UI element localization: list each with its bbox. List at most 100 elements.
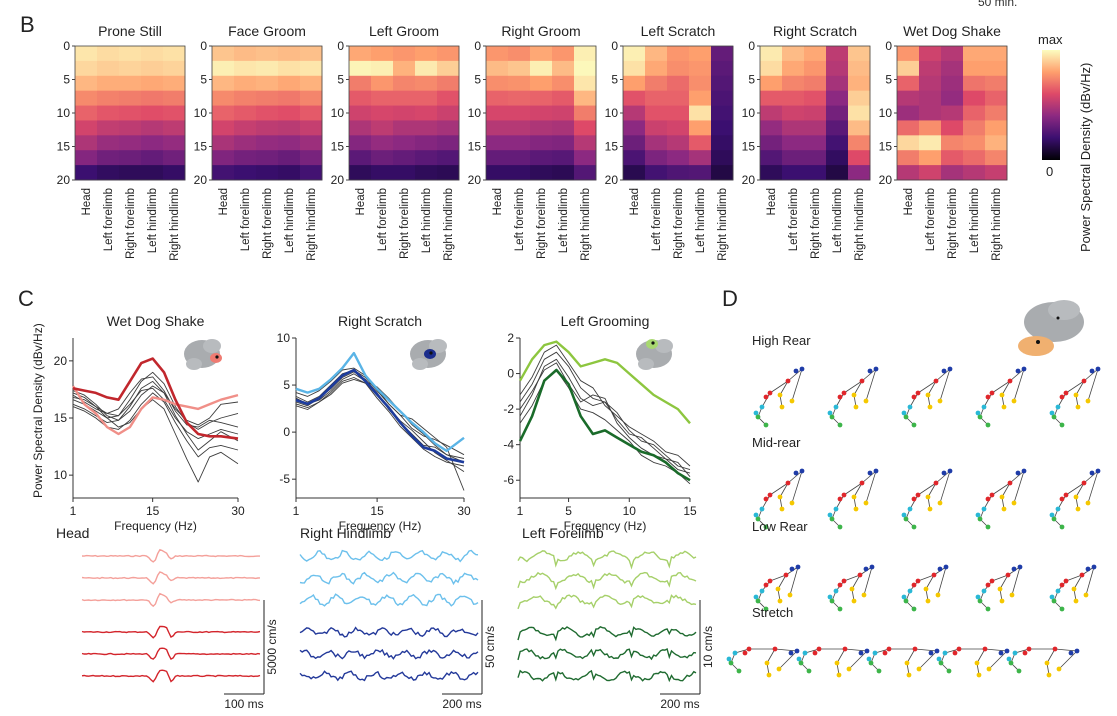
heatmap-2: Face Groom 0 5 10 15 20 Head Left forelimb Right… [194,23,323,261]
pose-row-label: Mid-rear [752,435,801,450]
limb-label: Left forelimb [788,188,800,251]
heatmap-cell [234,120,257,136]
heatmap-cell [212,120,235,136]
heatmap-cell [75,90,98,106]
heatmap-cell [645,75,668,92]
heatmap-cell [415,150,438,166]
colorbar: max 0 Power Spectral Density (dBv/Hz) [1038,32,1093,252]
heatmap-cell [530,150,553,166]
spectrum-title: Left Grooming [561,313,650,329]
heatmap-cell [760,60,783,77]
heatmap-cell [75,165,98,181]
gray-series-line [295,369,465,456]
trace-label: Head [56,525,89,541]
heatmap-cell [623,165,646,181]
heatmap-cell [552,135,575,151]
heatmap-cell [711,46,734,62]
heatmap-cell [667,105,690,121]
light-series-line [71,385,239,436]
gray-series-line [295,373,465,459]
heatmap-cell [804,60,827,77]
y-tick-label: 5 [474,73,481,87]
panel-d-poses: High Rear Mid-rear Low Rear Stretch [726,300,1101,678]
heatmap-cell [985,60,1008,77]
limb-label: Right hindlimb [443,188,455,261]
heatmap-cell [689,60,712,77]
limb-label: Left forelimb [103,188,115,251]
heatmap-cell [645,60,668,77]
skeleton-pose [901,564,949,612]
heatmap-cell [848,90,871,106]
heatmap-cell [393,90,416,106]
heatmap-cell [645,105,668,121]
heatmap-cell [667,120,690,136]
heatmap-cell [278,105,301,121]
y-tick-label: 10 [742,106,756,120]
y-tick-label: 15 [194,140,208,154]
heatmap-cell [508,60,531,77]
limb-label: Right hindlimb [717,188,729,261]
dark-series-line [72,357,239,440]
heatmap-cell [486,135,509,151]
heatmap-cell [256,135,279,151]
heatmap-cell [300,46,323,62]
skeleton-pose [796,646,870,678]
y-tick-label: 5 [63,73,70,87]
heatmap-cell [508,90,531,106]
limb-label: Right forelimb [536,188,548,259]
heatmap-cell [552,120,575,136]
limb-label: Right forelimb [810,188,822,259]
heatmap-cell [437,165,460,181]
heatmap-cell [804,46,827,62]
heatmap-cell [804,165,827,181]
heatmap-cell [941,60,964,77]
heatmap-cell [574,90,597,106]
heatmap-cell [826,165,849,181]
heatmap-cell [349,46,372,62]
pose-row-label: Stretch [752,605,793,620]
heatmap-cell [574,60,597,77]
heatmap-cell [256,60,279,77]
limb-label: Left forelimb [514,188,526,251]
heatmap-cell [985,46,1008,62]
heatmap-cell [760,46,783,62]
heatmap-cell [782,60,805,77]
heatmap-cell [826,105,849,121]
pose-row-label: High Rear [752,333,811,348]
heatmap-cell [760,150,783,166]
trace-label: Left Forelimb [522,525,604,541]
heatmap-cell [530,75,553,92]
limb-label: Left hindlimb [147,188,159,253]
x-axis-label: Frequency (Hz) [339,519,422,533]
heatmap-cell [782,135,805,151]
velocity-trace [81,548,260,563]
heatmap-cell [552,60,575,77]
heatmap-4: Right Groom 0 5 10 15 20 Head Left forelimb Righ… [468,23,597,261]
spectrum-plot-2: Right Scratch 1 15 30 -5 0 5 10 Frequency (Hz) [277,313,471,533]
heatmap-cell [941,105,964,121]
heatmap-cell [234,150,257,166]
scale-bar-vertical-label: 5000 cm/s [265,619,279,674]
heatmap-cell [256,90,279,106]
heatmap-cell [711,135,734,151]
x-axis-label: Frequency (Hz) [564,519,647,533]
skeleton-pose [726,646,800,678]
heatmap-3: Left Groom 0 5 10 15 20 Head Left forelimb Right… [331,23,460,261]
heatmap-cell [848,60,871,77]
gray-series-line [519,369,691,485]
x-tick-label: 1 [70,504,77,518]
gray-series-line [519,351,691,477]
heatmap-cell [848,120,871,136]
heatmap-cell [349,120,372,136]
y-tick-label: 10 [468,106,482,120]
skeleton-pose [975,564,1023,612]
y-tick-label: 5 [200,73,207,87]
skeleton-pose [975,468,1027,530]
heatmap-cell [552,46,575,62]
heatmap-cell [919,150,942,166]
heatmap-cell [963,150,986,166]
heatmap-cell [212,135,235,151]
heatmap-6: Right Scratch 0 5 10 15 20 Head Left forelimb Ri… [742,23,871,261]
heatmap-cell [415,90,438,106]
heatmap-cell [371,75,394,92]
